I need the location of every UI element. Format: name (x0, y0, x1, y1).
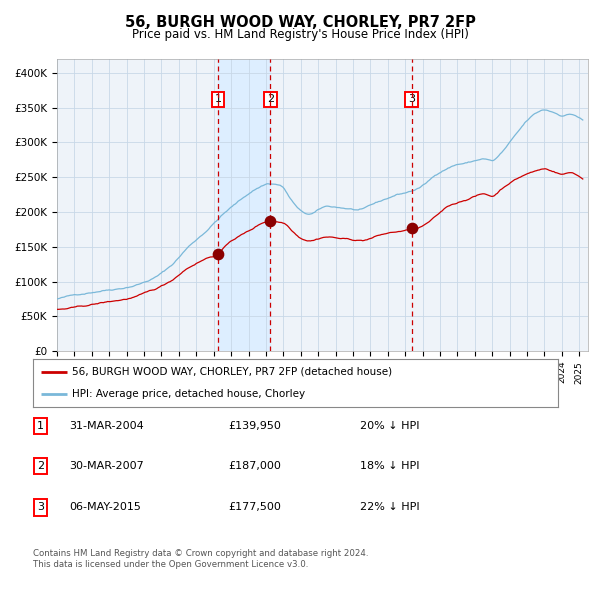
Text: 06-MAY-2015: 06-MAY-2015 (69, 503, 141, 512)
Text: 31-MAR-2004: 31-MAR-2004 (69, 421, 144, 431)
Text: 3: 3 (408, 94, 415, 104)
Point (265, 217, 275, 226)
Text: 18% ↓ HPI: 18% ↓ HPI (360, 461, 419, 471)
Text: £139,950: £139,950 (228, 421, 281, 431)
Bar (218, 59, 270, 351)
Point (407, 223, 416, 232)
Point (213, 249, 223, 258)
Text: HPI: Average price, detached house, Chorley: HPI: Average price, detached house, Chor… (73, 389, 305, 399)
Text: Price paid vs. HM Land Registry's House Price Index (HPI): Price paid vs. HM Land Registry's House … (131, 28, 469, 41)
Text: Contains HM Land Registry data © Crown copyright and database right 2024.: Contains HM Land Registry data © Crown c… (33, 549, 368, 558)
Text: 1: 1 (215, 94, 221, 104)
Text: 56, BURGH WOOD WAY, CHORLEY, PR7 2FP: 56, BURGH WOOD WAY, CHORLEY, PR7 2FP (125, 15, 475, 30)
Text: 22% ↓ HPI: 22% ↓ HPI (360, 503, 419, 512)
Text: 2: 2 (267, 94, 274, 104)
Text: 2: 2 (37, 461, 44, 471)
Text: £177,500: £177,500 (228, 503, 281, 512)
Text: 30-MAR-2007: 30-MAR-2007 (69, 461, 144, 471)
Text: 56, BURGH WOOD WAY, CHORLEY, PR7 2FP (detached house): 56, BURGH WOOD WAY, CHORLEY, PR7 2FP (de… (73, 367, 392, 377)
Text: 1: 1 (37, 421, 44, 431)
Text: 20% ↓ HPI: 20% ↓ HPI (360, 421, 419, 431)
Text: £187,000: £187,000 (228, 461, 281, 471)
Text: This data is licensed under the Open Government Licence v3.0.: This data is licensed under the Open Gov… (33, 559, 308, 569)
Text: 3: 3 (37, 503, 44, 512)
